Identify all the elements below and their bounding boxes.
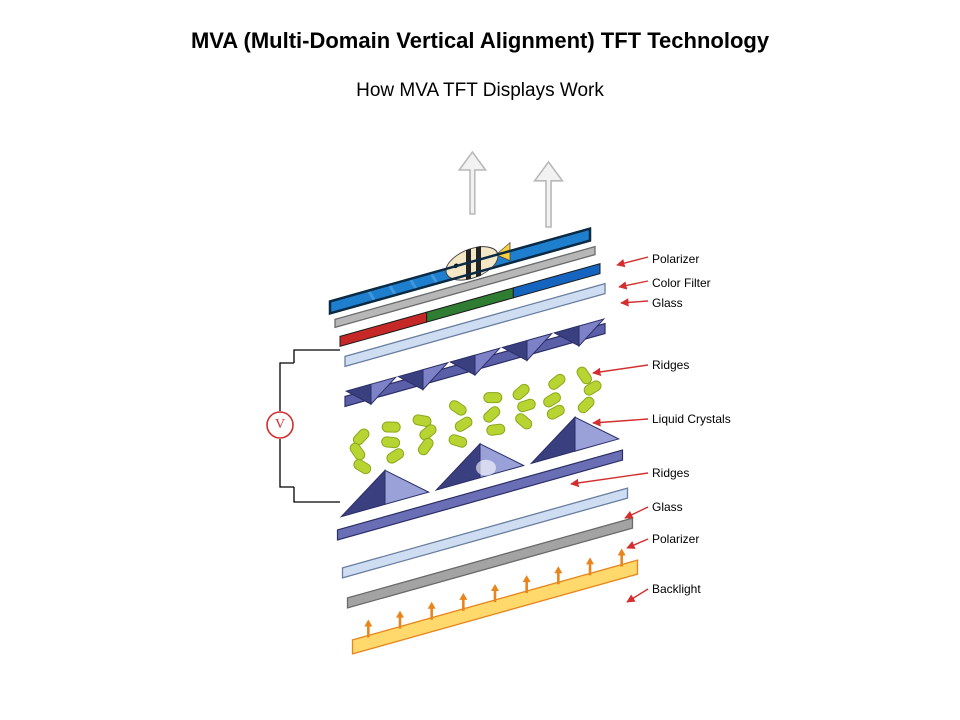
layer-label: Liquid Crystals (652, 412, 731, 426)
layer-label: Polarizer (652, 532, 699, 546)
layer-label: Color Filter (652, 276, 711, 290)
layer-label: Glass (652, 500, 683, 514)
layer-label: Ridges (652, 466, 689, 480)
layer-label: Ridges (652, 358, 689, 372)
layer-label: Glass (652, 296, 683, 310)
voltage-symbol: V (267, 413, 293, 439)
layer-label: Polarizer (652, 252, 699, 266)
layer-label: Backlight (652, 582, 701, 596)
mva-diagram (0, 0, 960, 720)
